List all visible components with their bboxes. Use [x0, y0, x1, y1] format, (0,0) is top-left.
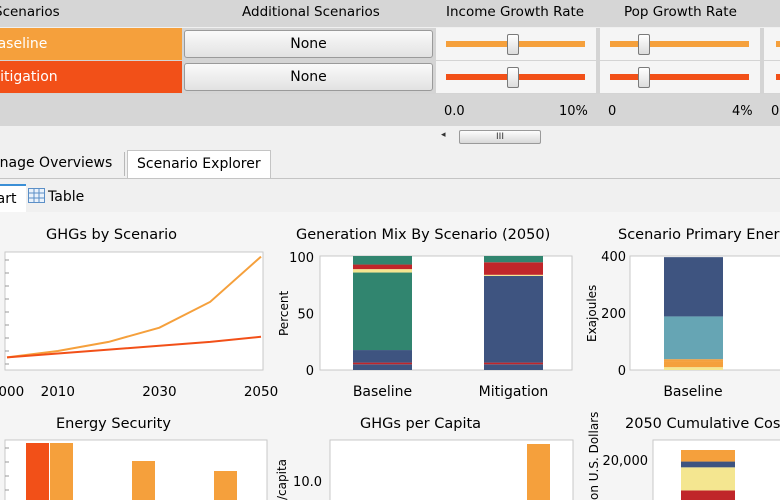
subtab-table-label: Table	[48, 189, 85, 205]
extra-slider-track-baseline	[776, 41, 780, 47]
income-slider-thumb-mitigation[interactable]	[507, 67, 519, 88]
extra-range-min: 0	[771, 104, 780, 119]
income-slider-thumb-baseline[interactable]	[507, 34, 519, 55]
pop-slider-track-baseline	[610, 41, 749, 47]
additional-scenarios-combo-mitigation[interactable]: None	[184, 63, 433, 91]
scenario-name-baseline[interactable]: Baseline	[0, 28, 182, 60]
extra-slider-cell-baseline	[764, 28, 780, 60]
pop-range-min: 0	[608, 104, 617, 119]
extra-slider-cell-mitigation	[764, 61, 780, 93]
income-range-max: 10%	[559, 104, 588, 119]
subtab-chart[interactable]: Chart	[0, 184, 26, 212]
tabs-divider	[0, 178, 780, 179]
header-additional-scenarios: Additional Scenarios	[242, 4, 380, 20]
header-income-growth: Income Growth Rate	[446, 4, 585, 20]
table-icon	[28, 188, 45, 203]
subtab-chart-label: Chart	[0, 191, 17, 207]
chart-title-ghgs: GHGs by Scenario	[46, 227, 177, 243]
scrollbar-thumb[interactable]: III	[459, 130, 541, 144]
extra-slider-track-mitigation	[776, 74, 780, 80]
horizontal-scrollbar[interactable]: ◂ III	[437, 128, 780, 146]
subtab-table[interactable]: Table	[28, 184, 84, 212]
pop-slider-thumb-baseline[interactable]	[638, 34, 650, 55]
additional-scenarios-combo-baseline[interactable]: None	[184, 30, 433, 58]
tab-scenario-explorer[interactable]: Scenario Explorer	[127, 150, 271, 178]
chart-title-cumulative-cost: 2050 Cumulative Cost	[625, 416, 780, 432]
tab-separator	[124, 152, 125, 176]
income-slider-cell-mitigation	[436, 61, 596, 93]
tab-manage-overviews[interactable]: Manage Overviews	[0, 155, 113, 171]
chart-area	[0, 212, 780, 500]
scenario-table-header: Scenarios Additional Scenarios Income Gr…	[0, 0, 780, 27]
pop-range-max: 4%	[732, 104, 753, 119]
income-slider-cell-baseline	[436, 28, 596, 60]
pop-slider-track-mitigation	[610, 74, 749, 80]
range-footer	[0, 94, 780, 126]
chart-title-primary-energy: Scenario Primary Energy	[618, 227, 780, 243]
chart-title-energy-security: Energy Security	[56, 416, 171, 432]
pop-slider-thumb-mitigation[interactable]	[638, 67, 650, 88]
pop-slider-cell-mitigation	[600, 61, 760, 93]
pop-slider-cell-baseline	[600, 28, 760, 60]
scenario-name-mitigation[interactable]: Mitigation	[0, 61, 182, 93]
scroll-left-arrow-icon[interactable]: ◂	[441, 130, 446, 140]
chart-title-generation-mix: Generation Mix By Scenario (2050)	[296, 227, 551, 243]
header-pop-growth: Pop Growth Rate	[624, 4, 737, 20]
chart-title-ghgs-per-capita: GHGs per Capita	[360, 416, 482, 432]
income-range-min: 0.0	[444, 104, 465, 119]
header-scenarios: Scenarios	[0, 4, 60, 20]
